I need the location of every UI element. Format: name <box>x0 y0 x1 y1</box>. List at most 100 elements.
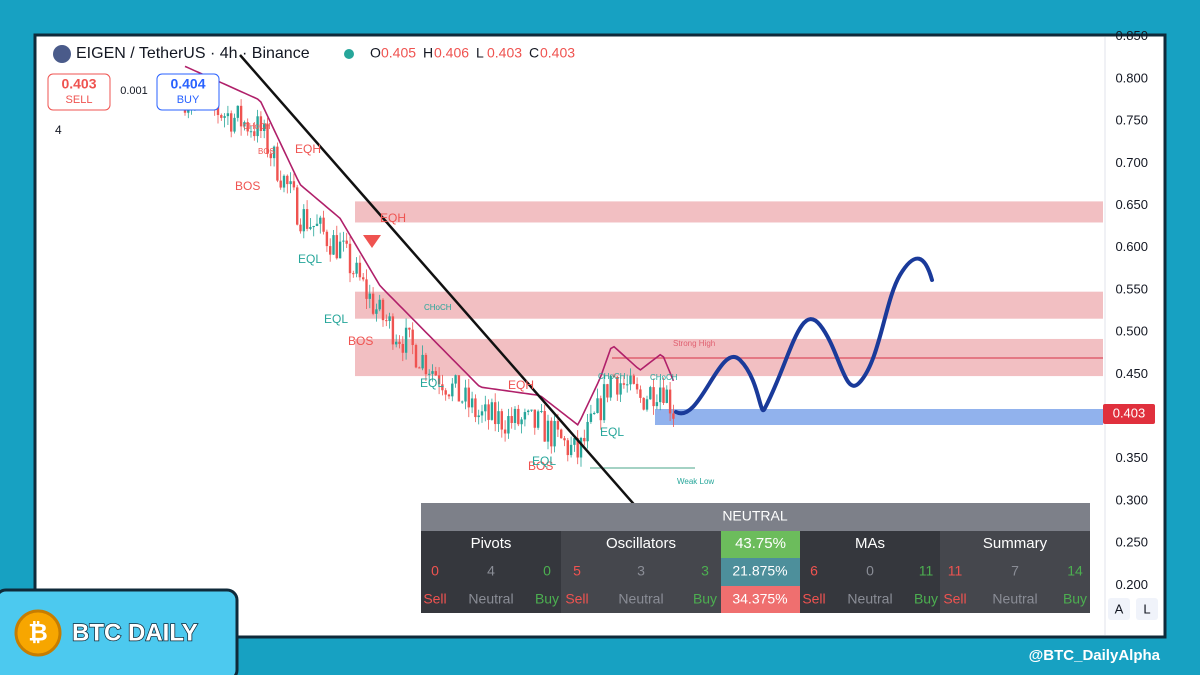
price-tick-label: 0.250 <box>1115 535 1148 550</box>
candle-body <box>566 440 569 456</box>
buy-price: 0.404 <box>170 76 205 92</box>
ohlc-key: L <box>476 45 484 61</box>
annotation-label: BOS <box>348 334 373 348</box>
scale-button[interactable] <box>1136 598 1158 620</box>
sell-label: SELL <box>66 94 93 106</box>
candle-body <box>642 397 645 410</box>
brand-coin-glyph: ₿ <box>28 619 48 646</box>
table-header: Summary <box>983 535 1048 552</box>
annotation-label: CHoCH <box>650 373 678 382</box>
table-title: NEUTRAL <box>722 508 788 524</box>
candle-body <box>259 116 263 131</box>
trailing-band <box>184 65 675 427</box>
candle-body <box>292 181 296 188</box>
count-cell: 3 <box>701 563 709 579</box>
projection-curve <box>674 256 934 416</box>
candle-body <box>233 117 236 132</box>
price-tick-label: 0.550 <box>1115 281 1148 296</box>
signal-label: Sell <box>943 591 966 607</box>
supply-zone <box>355 291 1103 319</box>
candle-body <box>236 105 239 118</box>
ohlc-value: 0.405 <box>381 45 416 61</box>
candle-body <box>556 421 560 430</box>
sell-marker <box>363 235 381 248</box>
price-tick-label: 0.450 <box>1115 366 1148 381</box>
candle-body <box>533 409 536 428</box>
indicator-toggle[interactable]: 4 <box>55 123 62 137</box>
candle-body <box>470 398 474 408</box>
scale-button[interactable] <box>1108 598 1130 620</box>
candle-body <box>510 416 513 423</box>
count-cell: 4 <box>487 563 495 579</box>
candle-body <box>632 375 635 384</box>
candle-body <box>243 122 246 127</box>
candle-body <box>421 354 424 369</box>
count-cell: 3 <box>637 563 645 579</box>
signal-label: Neutral <box>847 591 892 607</box>
candle-body <box>365 279 368 299</box>
candle-body <box>441 384 444 391</box>
candle-body <box>358 262 362 278</box>
candle-body <box>517 408 520 425</box>
candle-body <box>302 209 305 232</box>
scale-button-label: L <box>1143 601 1150 616</box>
candle-body <box>616 376 619 395</box>
brand-box <box>0 588 239 680</box>
buy-label: BUY <box>177 94 200 106</box>
candle-body <box>263 123 266 131</box>
table-column-bg <box>800 531 940 613</box>
count-cell: 0 <box>866 563 874 579</box>
signal-label: Neutral <box>618 591 663 607</box>
annotation-label: EQH <box>295 142 321 156</box>
table-title-bg <box>421 503 1090 531</box>
candle-body <box>523 412 527 420</box>
candle-body <box>230 113 233 132</box>
candle-body <box>619 383 622 395</box>
signal-label: Neutral <box>992 591 1037 607</box>
candle-body <box>490 402 494 420</box>
sell-button[interactable] <box>47 73 111 111</box>
candle-body <box>563 438 566 441</box>
candle-body <box>447 394 451 397</box>
annotation-label: EQL <box>324 312 348 326</box>
annotation-label: BOS <box>258 147 275 156</box>
price-tick-label: 0.700 <box>1115 155 1148 170</box>
candle-body <box>609 376 612 398</box>
candle-body <box>659 387 662 403</box>
annotation-label: CHoCH <box>424 303 452 312</box>
ohlc-key: O <box>370 45 381 61</box>
signal-label: Buy <box>693 591 717 607</box>
annotation-label: CHoCH <box>243 122 271 131</box>
candle-body <box>322 217 325 232</box>
candle-body <box>401 343 404 353</box>
candle-body <box>454 375 457 384</box>
price-tick-label: 0.600 <box>1115 239 1148 254</box>
candle-body <box>279 180 282 188</box>
candle-body <box>543 411 546 442</box>
candle-body <box>395 341 398 345</box>
candle-body <box>649 387 652 400</box>
candle-body <box>662 387 665 403</box>
candle-body <box>368 293 371 299</box>
strong-high-label: Strong High <box>673 339 715 348</box>
candle-body <box>342 240 345 242</box>
candle-body <box>652 387 655 407</box>
candle-body <box>434 371 437 376</box>
candle-body <box>480 411 484 416</box>
annotation-label: EQH <box>380 211 406 225</box>
scale-button-label: A <box>1115 601 1124 616</box>
candle-body <box>461 401 464 403</box>
candle-body <box>457 375 461 402</box>
ohlc-value: 0.403 <box>487 45 522 61</box>
buy-button[interactable] <box>156 73 220 111</box>
candle-body <box>602 384 606 421</box>
annotation-label: BOS <box>235 179 260 193</box>
candle-body <box>487 404 490 420</box>
ohlc-key: H <box>423 45 433 61</box>
brand-name: BTC DAILY <box>72 619 198 646</box>
candle-body <box>325 231 329 247</box>
candle-body <box>635 383 639 390</box>
candle-body <box>560 429 563 439</box>
candle-body <box>668 389 672 414</box>
candle-body <box>513 408 517 423</box>
